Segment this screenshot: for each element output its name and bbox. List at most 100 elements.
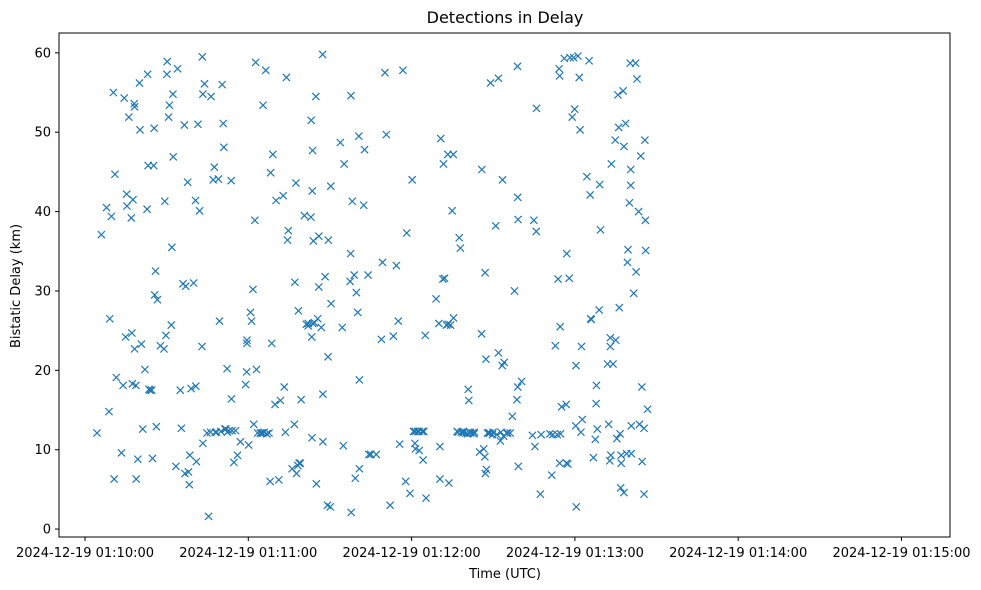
data-point	[565, 274, 574, 283]
data-point	[555, 64, 564, 73]
data-point	[444, 479, 453, 488]
data-point	[448, 206, 457, 215]
data-point	[167, 243, 176, 252]
data-point	[133, 455, 142, 464]
data-point	[249, 420, 258, 429]
y-tick-label: 20	[34, 364, 51, 379]
data-point	[160, 197, 169, 206]
data-point	[578, 415, 587, 424]
data-point	[632, 75, 642, 84]
data-point	[109, 88, 118, 97]
data-point	[569, 53, 578, 62]
data-point	[276, 396, 285, 405]
data-point	[252, 365, 261, 374]
data-point	[311, 92, 320, 101]
data-point	[268, 150, 277, 159]
data-point	[104, 407, 113, 416]
data-point	[130, 99, 139, 108]
y-tick-label: 50	[34, 126, 51, 141]
data-point	[469, 429, 478, 438]
data-point	[619, 86, 628, 95]
data-point	[321, 272, 330, 281]
data-point	[318, 437, 327, 446]
data-point	[623, 258, 632, 267]
data-point	[236, 437, 245, 446]
data-point	[191, 196, 200, 205]
x-tick-label: 2024-12-19 01:10:00	[16, 546, 154, 561]
data-point	[492, 430, 501, 439]
data-point	[494, 348, 503, 357]
data-point	[439, 159, 448, 168]
data-point	[296, 459, 305, 468]
data-point	[514, 215, 523, 224]
data-point	[496, 436, 505, 445]
data-point	[470, 428, 479, 437]
data-point	[102, 203, 111, 212]
data-point	[274, 475, 283, 484]
data-point	[405, 489, 415, 498]
data-point	[372, 450, 381, 459]
x-tick-label: 2024-12-19 01:14:00	[669, 546, 807, 561]
data-point	[229, 458, 238, 467]
data-point	[161, 331, 170, 340]
data-point	[244, 440, 253, 449]
data-point	[434, 319, 443, 328]
data-point	[112, 373, 121, 382]
data-point	[270, 400, 280, 409]
data-point	[444, 320, 453, 329]
data-point	[606, 342, 615, 351]
data-point	[146, 386, 155, 395]
data-point	[380, 68, 389, 77]
data-point	[241, 380, 250, 389]
data-point	[607, 159, 616, 168]
chart-title: Detections in Delay	[427, 8, 584, 27]
data-point	[183, 178, 192, 187]
data-point	[246, 308, 255, 317]
data-point	[324, 236, 333, 245]
data-point	[187, 384, 196, 393]
data-point	[513, 62, 522, 71]
data-point	[324, 352, 333, 361]
data-point	[195, 206, 204, 215]
data-point	[215, 317, 224, 326]
data-point	[364, 271, 373, 280]
data-point	[562, 400, 571, 409]
data-point	[456, 244, 465, 253]
data-point	[355, 375, 364, 384]
y-tick-label: 60	[34, 46, 51, 61]
data-point	[338, 323, 347, 332]
data-point	[629, 289, 638, 298]
data-point	[148, 454, 157, 463]
data-point	[592, 381, 601, 390]
y-tick-label: 10	[34, 443, 51, 458]
data-point	[455, 233, 464, 242]
data-point	[612, 434, 621, 443]
data-point	[401, 477, 410, 486]
data-point	[250, 216, 259, 225]
data-point	[557, 402, 566, 411]
data-point	[571, 421, 580, 430]
data-point	[304, 321, 313, 330]
data-point	[307, 433, 317, 442]
data-point	[585, 56, 594, 65]
data-point	[258, 101, 268, 110]
y-axis: 0 10 20 30 40 50 60	[34, 46, 59, 538]
data-point	[632, 267, 641, 276]
data-point	[193, 120, 202, 129]
data-point	[555, 459, 564, 468]
data-point	[354, 132, 363, 141]
data-point	[110, 475, 119, 484]
data-point	[326, 182, 335, 191]
data-point	[570, 105, 579, 114]
data-point	[436, 134, 445, 143]
data-point	[640, 490, 649, 499]
data-point	[163, 57, 172, 66]
data-point	[138, 425, 147, 434]
data-point	[488, 428, 498, 437]
data-point	[184, 467, 193, 476]
data-point	[140, 365, 149, 374]
data-point	[282, 73, 291, 82]
data-point	[200, 79, 209, 88]
